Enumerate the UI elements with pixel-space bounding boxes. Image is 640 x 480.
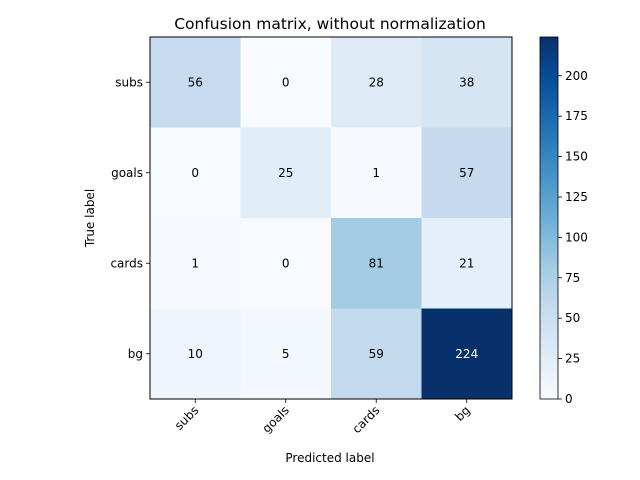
cell-cards-cards (331, 218, 422, 309)
cell-bg-cards (331, 308, 422, 400)
cell-value: 224 (455, 347, 478, 361)
x-axis-label: Predicted label (285, 451, 374, 465)
cell-goals-bg (421, 127, 513, 219)
colorbar-tick-label: 150 (565, 150, 588, 164)
cell-value: 59 (369, 347, 384, 361)
colorbar-tick-label: 200 (565, 69, 588, 83)
cell-value: 1 (191, 256, 199, 270)
chart-title: Confusion matrix, without normalization (174, 15, 486, 33)
colorbar-tick-label: 75 (565, 271, 580, 285)
colorbar-tick-label: 0 (565, 392, 573, 406)
matrix-frame (149, 36, 513, 400)
cell-value: 28 (369, 75, 384, 89)
cell-value: 56 (188, 75, 203, 89)
cell-value: 0 (282, 256, 290, 270)
colorbar-tick-label: 25 (565, 352, 580, 366)
cell-cards-subs (150, 218, 241, 309)
y-tick-label: cards (110, 256, 143, 270)
cell-subs-bg (421, 37, 513, 128)
y-axis-ticks: subs goals cards bg (110, 75, 150, 361)
cell-bg-subs (150, 308, 241, 400)
y-axis-label: True label (83, 189, 97, 248)
cell-value: 21 (459, 256, 474, 270)
x-axis-ticks: subs goals cards bg (172, 399, 473, 436)
cell-value: 38 (459, 75, 474, 89)
colorbar-tick-label: 50 (565, 311, 580, 325)
cell-bg-goals (240, 308, 332, 400)
colorbar-tick-label: 100 (565, 230, 588, 244)
cell-value: 25 (278, 166, 293, 180)
colorbar: 0 25 50 75 100 125 150 175 200 (539, 36, 588, 406)
cell-cards-bg (421, 218, 513, 309)
cell-value: 1 (372, 166, 380, 180)
cell-value: 10 (188, 347, 203, 361)
cell-cards-goals (240, 218, 332, 309)
colorbar-tick-label: 175 (565, 109, 588, 123)
y-tick-label: bg (128, 347, 143, 361)
cell-value: 57 (459, 166, 474, 180)
colorbar-tick-label: 125 (565, 190, 588, 204)
cell-value: 81 (369, 256, 384, 270)
cell-goals-cards (331, 127, 422, 219)
cell-value: 0 (282, 75, 290, 89)
colorbar-gradient (539, 36, 559, 400)
x-tick-label: subs (172, 403, 202, 433)
cell-subs-subs (150, 37, 241, 128)
x-tick-label: cards (349, 403, 382, 436)
y-tick-label: goals (111, 166, 143, 180)
cell-subs-goals (240, 37, 332, 128)
cell-goals-subs (150, 127, 241, 219)
cell-goals-goals (240, 127, 332, 219)
x-tick-label: bg (452, 403, 473, 424)
cell-value: 0 (191, 166, 199, 180)
cell-value: 5 (282, 347, 290, 361)
y-tick-label: subs (115, 75, 143, 89)
cell-bg-bg (421, 308, 513, 400)
x-tick-label: goals (259, 403, 291, 435)
cell-subs-cards (331, 37, 422, 128)
